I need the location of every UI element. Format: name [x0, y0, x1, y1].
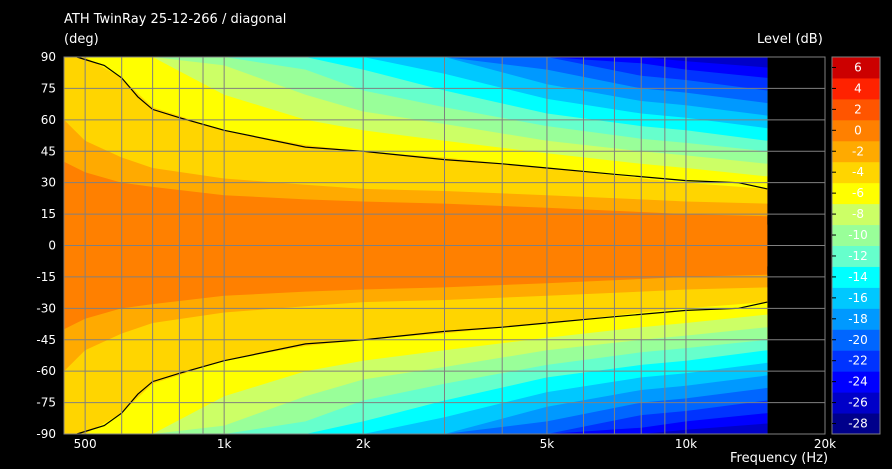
- y-tick-label: 60: [41, 113, 56, 127]
- x-tick-label: 10k: [675, 437, 697, 451]
- chart-title: ATH TwinRay 25-12-266 / diagonal: [64, 12, 287, 27]
- y-tick-label: -90: [36, 427, 56, 441]
- y-tick-label: 0: [48, 239, 56, 253]
- contour-band: [64, 423, 768, 434]
- contour-band: [64, 57, 768, 104]
- colorbar-tick-label: -10: [848, 228, 868, 242]
- colorbar-swatch: [832, 329, 880, 351]
- y-tick-label: 15: [41, 207, 56, 221]
- colorbar-tick-label: -18: [848, 312, 868, 326]
- colorbar-tick-label: -14: [848, 270, 868, 284]
- colorbar-swatch: [832, 308, 880, 330]
- colorbar-swatch: [832, 140, 880, 163]
- y-tick-label: 75: [41, 81, 56, 95]
- colorbar-swatch: [832, 98, 880, 121]
- colorbar-tick-label: -20: [848, 333, 868, 347]
- y-tick-label: -30: [36, 301, 56, 315]
- x-tick-label: 20k: [814, 437, 836, 451]
- colorbar-swatch: [832, 119, 880, 142]
- colorbar-swatch: [832, 371, 880, 393]
- y-axis-unit-label: (deg): [64, 32, 99, 47]
- colorbar-label: Level (dB): [757, 32, 823, 47]
- colorbar-tick-label: -24: [848, 375, 868, 389]
- y-tick-label: -75: [36, 396, 56, 410]
- colorbar-swatch: [832, 392, 880, 414]
- colorbar-tick-label: -28: [848, 417, 868, 431]
- colorbar-swatch: [832, 245, 880, 267]
- x-tick-label: 1k: [217, 437, 232, 451]
- y-tick-label: 45: [41, 144, 56, 158]
- y-tick-label: -60: [36, 364, 56, 378]
- colorbar-swatch: [832, 77, 880, 100]
- colorbar-tick-label: 2: [854, 102, 862, 116]
- colorbar-tick-label: -16: [848, 291, 868, 305]
- x-tick-label: 500: [74, 437, 97, 451]
- colorbar-tick-label: -6: [852, 186, 864, 200]
- colorbar-tick-label: -2: [852, 144, 864, 158]
- colorbar-tick-label: -12: [848, 249, 868, 263]
- minus6db-line-lower: [76, 301, 768, 435]
- contour-band: [64, 57, 768, 68]
- colorbar-tick-label: 6: [854, 60, 862, 74]
- y-tick-label: 90: [41, 50, 56, 64]
- colorbar-tick-label: -4: [852, 165, 864, 179]
- y-tick-label: 30: [41, 176, 56, 190]
- colorbar-tick-label: -8: [852, 207, 864, 221]
- x-axis-label: Frequency (Hz): [730, 451, 829, 466]
- colorbar-tick-label: -22: [848, 354, 868, 368]
- colorbar-tick-label: 4: [854, 81, 862, 95]
- colorbar-swatch: [832, 413, 880, 435]
- x-tick-label: 2k: [356, 437, 371, 451]
- x-tick-label: 5k: [540, 437, 555, 451]
- y-tick-label: -15: [36, 270, 56, 284]
- colorbar-swatch: [832, 57, 880, 79]
- colorbar-swatch: [832, 182, 880, 205]
- plot-frame: [63, 56, 826, 435]
- colorbar-tick-label: -26: [848, 396, 868, 410]
- colorbar-frame: [831, 56, 881, 435]
- contour-band: [64, 387, 768, 434]
- y-tick-label: -45: [36, 333, 56, 347]
- colorbar-swatch: [832, 350, 880, 372]
- minus6db-line-upper: [76, 56, 768, 190]
- colorbar-tick-label: 0: [854, 123, 862, 137]
- colorbar-swatch: [832, 266, 880, 288]
- contour-band: [64, 400, 768, 434]
- contour-band: [64, 57, 768, 91]
- colorbar-swatch: [832, 287, 880, 309]
- colorbar-swatch: [832, 203, 880, 226]
- colorbar-swatch: [832, 224, 880, 246]
- colorbar-swatch: [832, 161, 880, 184]
